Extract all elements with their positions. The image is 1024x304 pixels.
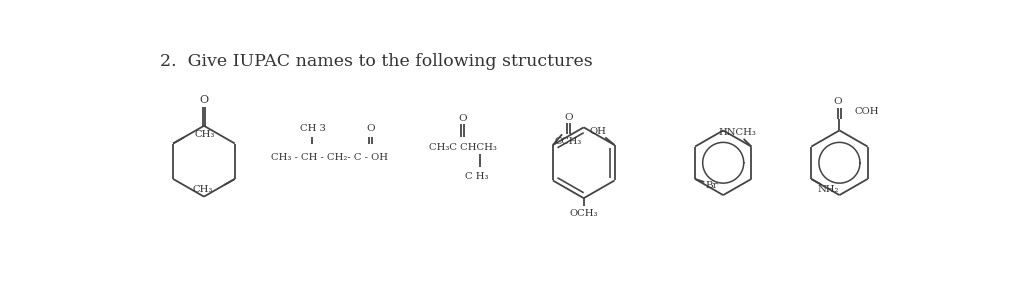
Text: CCH₃: CCH₃ <box>555 137 582 147</box>
Text: O: O <box>200 95 209 105</box>
Text: HNCH₃: HNCH₃ <box>719 128 757 137</box>
Text: CH₃C CHCH₃: CH₃C CHCH₃ <box>429 143 497 152</box>
Text: O: O <box>564 113 572 122</box>
Text: O: O <box>834 97 842 106</box>
Text: CH₃ - CH - CH₂- C - OH: CH₃ - CH - CH₂- C - OH <box>271 153 388 162</box>
Text: CH 3: CH 3 <box>299 124 326 133</box>
Text: Br: Br <box>706 181 719 190</box>
Text: CH₃: CH₃ <box>195 130 215 139</box>
Text: OCH₃: OCH₃ <box>569 209 598 218</box>
Text: OH: OH <box>589 127 606 136</box>
Text: CH₃: CH₃ <box>193 185 213 194</box>
Text: O: O <box>459 114 467 123</box>
Text: 2.  Give IUPAC names to the following structures: 2. Give IUPAC names to the following str… <box>160 53 593 70</box>
Text: COH: COH <box>855 107 880 116</box>
Text: NH₂: NH₂ <box>817 185 839 194</box>
Text: C H₃: C H₃ <box>465 172 488 181</box>
Text: O: O <box>367 124 375 133</box>
